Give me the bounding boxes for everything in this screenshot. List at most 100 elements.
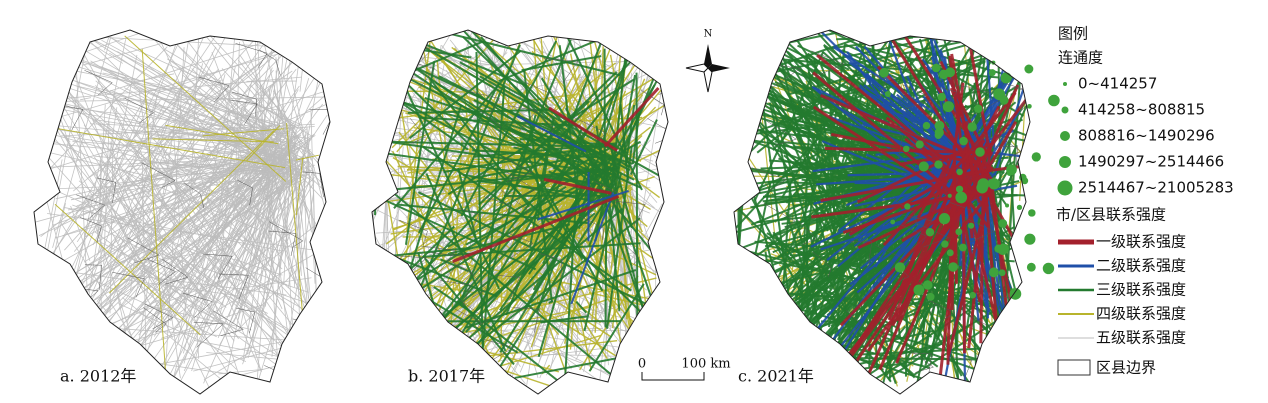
node (959, 136, 968, 146)
connection-line (479, 114, 537, 316)
connection-line (37, 46, 168, 182)
node (988, 267, 999, 278)
node (918, 161, 929, 172)
map-panel (734, 30, 1030, 394)
node (931, 63, 941, 73)
legend-item: 三级联系强度 (1096, 281, 1186, 299)
connection-line (404, 61, 436, 245)
connection-line (133, 86, 305, 160)
connection-line (839, 39, 969, 68)
connection-line (196, 331, 200, 359)
legend-section: 市/区县联系强度 (1056, 206, 1166, 224)
county-boundary (309, 109, 330, 135)
node (923, 280, 933, 290)
node (994, 244, 1003, 253)
connection-line (108, 130, 275, 294)
node (947, 193, 952, 198)
county-boundary (388, 306, 423, 333)
connection-line (67, 175, 268, 211)
county-boundary (79, 217, 102, 243)
connection-line (437, 30, 621, 77)
connection-line (952, 145, 958, 284)
county-boundary (259, 49, 281, 76)
connection-line (372, 63, 376, 121)
connection-line (396, 291, 414, 315)
county-boundary (292, 318, 316, 345)
node (1028, 209, 1036, 217)
connection-line (816, 173, 952, 186)
county-boundary (918, 290, 936, 316)
connection-line (847, 186, 981, 355)
connection-line (268, 88, 285, 178)
county-boundary (652, 52, 668, 78)
county-boundary (902, 214, 933, 241)
county-boundary (112, 272, 145, 298)
connection-line (295, 154, 319, 161)
connection-line (579, 275, 639, 371)
connection-line (190, 30, 200, 194)
county-boundary (850, 241, 873, 267)
node (955, 191, 968, 204)
county-boundary (409, 118, 426, 144)
connection-line (306, 156, 315, 239)
connection-line (598, 42, 659, 47)
connection-line (47, 213, 328, 253)
connection-line (223, 170, 270, 387)
county-boundary (497, 275, 520, 301)
connection-line (548, 300, 554, 304)
county-boundary (466, 90, 500, 117)
county-boundary (124, 98, 155, 124)
legend-title: 图例 (1058, 25, 1088, 43)
connection-line (504, 194, 594, 198)
connection-line (34, 335, 106, 360)
node (1024, 64, 1034, 74)
county-boundary (142, 307, 167, 333)
connection-line (462, 36, 610, 179)
county-boundary (914, 221, 950, 248)
connection-line (372, 271, 383, 365)
node (922, 121, 931, 130)
scale-line (641, 372, 705, 381)
node (998, 269, 1006, 277)
province-outline (33, 29, 331, 395)
connection-line (462, 30, 617, 176)
county-boundary (229, 99, 258, 126)
node (1031, 152, 1041, 162)
connection-line (820, 30, 905, 69)
legend-dot (1059, 156, 1071, 168)
node (913, 284, 925, 296)
connection-line (247, 148, 273, 224)
node (975, 147, 985, 157)
legend-item: 2514467~21005283 (1078, 179, 1234, 197)
node (945, 67, 956, 78)
node (1016, 204, 1023, 210)
connection-line (396, 25, 489, 28)
legend-item: 414258~808815 (1078, 101, 1205, 119)
connection-line (256, 33, 286, 388)
county-boundary (534, 108, 555, 135)
county-boundary (76, 194, 106, 221)
connection-line (950, 173, 956, 311)
connection-line (168, 137, 291, 377)
connection-line (41, 125, 286, 169)
connection-line (896, 189, 952, 322)
connection-line (950, 53, 977, 185)
connection-line (939, 60, 987, 154)
connection-line (144, 142, 273, 324)
connection-line (93, 30, 303, 126)
connection-line (182, 74, 275, 145)
connection-line (960, 91, 1017, 164)
legend-item: 0~414257 (1078, 75, 1157, 93)
county-boundary (469, 272, 488, 298)
connection-line (899, 30, 992, 171)
county-boundary (315, 349, 330, 376)
connection-line (212, 49, 273, 302)
connection-line (275, 113, 280, 123)
connection-line (239, 155, 275, 331)
county-boundary (501, 190, 529, 216)
node (904, 203, 911, 210)
connection-line (464, 217, 641, 354)
county-boundary (887, 256, 910, 283)
connection-line (767, 273, 774, 369)
county-boundary (476, 106, 501, 133)
